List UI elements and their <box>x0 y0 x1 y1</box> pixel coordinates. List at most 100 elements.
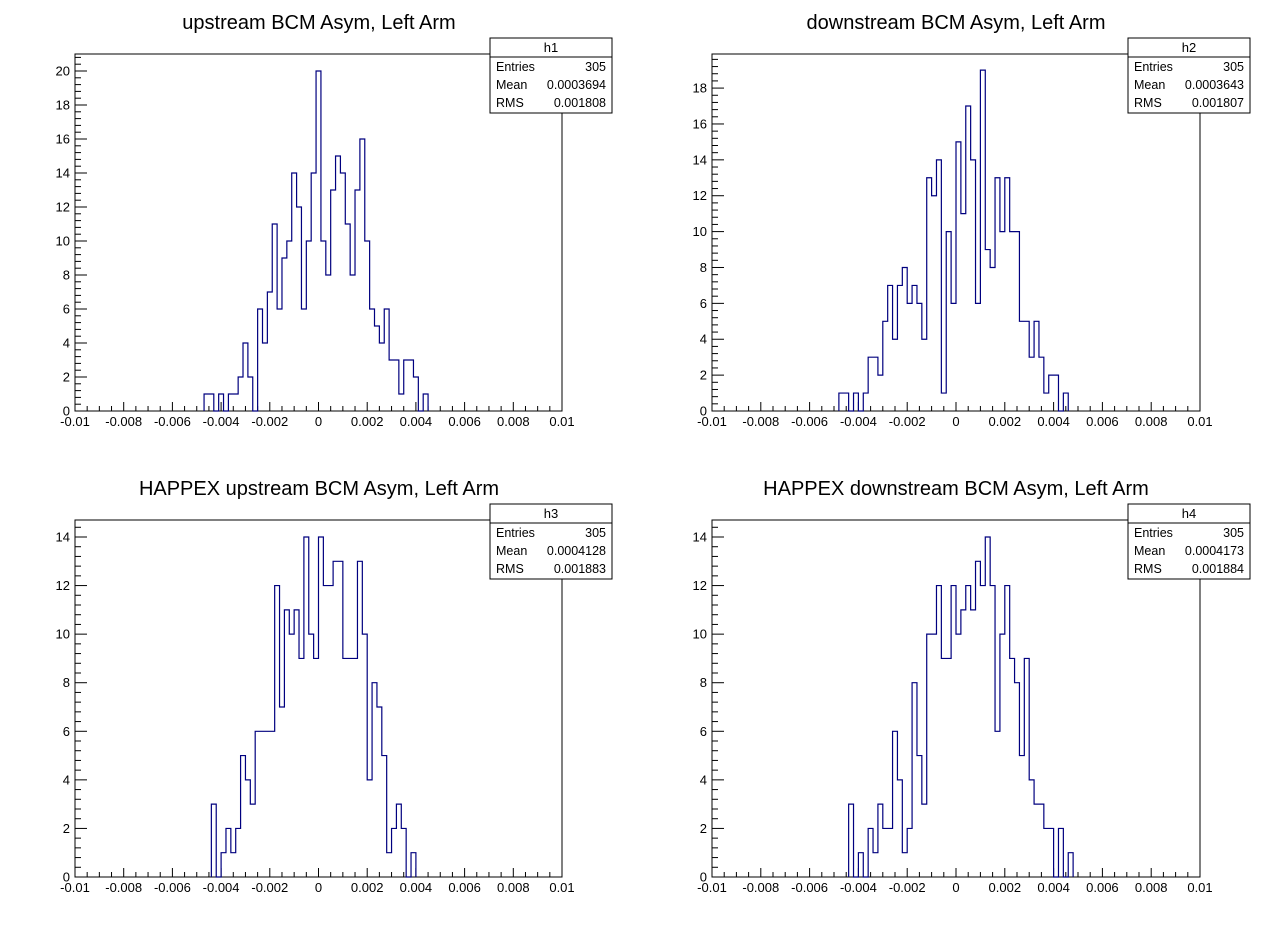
x-tick-label: -0.002 <box>251 414 288 429</box>
x-tick-label: -0.006 <box>791 880 828 895</box>
histogram-series <box>210 536 417 878</box>
histogram-panel-4: HAPPEX downstream BCM Asym, Left Arm -0.0… <box>693 478 1251 895</box>
y-tick-label: 12 <box>56 578 70 593</box>
histogram-series <box>203 70 429 412</box>
histogram-series <box>848 536 1074 878</box>
y-tick-label: 16 <box>693 116 707 131</box>
x-tick-label: 0.004 <box>1037 880 1070 895</box>
x-tick-label: 0.006 <box>1086 880 1119 895</box>
stats-box-name: h4 <box>1182 506 1196 521</box>
x-tick-label: -0.008 <box>742 880 779 895</box>
stats-value: 0.0003643 <box>1185 78 1244 92</box>
y-tick-label: 4 <box>63 772 70 787</box>
x-tick-label: -0.008 <box>105 414 142 429</box>
stats-box: h4 Entries 305 Mean 0.0004173 RMS 0.001884 <box>1127 503 1251 580</box>
y-tick-label: 2 <box>700 821 707 836</box>
x-tick-label: 0.004 <box>1037 414 1070 429</box>
x-tick-label: -0.006 <box>791 414 828 429</box>
stats-box-frame <box>1127 37 1251 114</box>
x-tick-label: -0.006 <box>154 880 191 895</box>
x-tick-label: 0.002 <box>989 880 1022 895</box>
x-tick-label: -0.002 <box>889 414 926 429</box>
y-tick-label: 10 <box>693 627 707 642</box>
y-tick-label: 4 <box>63 336 70 351</box>
stats-box: h1 Entries 305 Mean 0.0003694 RMS 0.001808 <box>489 37 613 114</box>
x-tick-label: -0.004 <box>203 414 240 429</box>
stats-value: 0.001883 <box>554 562 606 576</box>
y-tick-label: 6 <box>700 724 707 739</box>
x-tick-label: -0.004 <box>840 880 877 895</box>
x-tick-label: 0.002 <box>989 414 1022 429</box>
y-tick-label: 16 <box>56 132 70 147</box>
histogram-panel-1: upstream BCM Asym, Left Arm -0.01 -0.008 -0… <box>56 12 613 429</box>
stats-label: RMS <box>1134 96 1162 110</box>
stats-value: 305 <box>1223 60 1244 74</box>
x-tick-label: 0.01 <box>549 414 574 429</box>
stats-box-frame <box>489 503 613 580</box>
y-tick-label: 14 <box>693 530 707 545</box>
chart-title: downstream BCM Asym, Left Arm <box>807 12 1106 34</box>
x-tick-label: 0 <box>315 414 322 429</box>
y-tick-label: 4 <box>700 772 707 787</box>
x-tick-label: 0.01 <box>1187 414 1212 429</box>
y-tick-label: 2 <box>700 368 707 383</box>
y-tick-label: 2 <box>63 821 70 836</box>
y-tick-label: 8 <box>700 260 707 275</box>
x-tick-label: -0.01 <box>697 414 727 429</box>
y-tick-label: 0 <box>63 870 70 885</box>
x-tick-label: 0 <box>952 880 959 895</box>
x-tick-label: 0.004 <box>400 880 433 895</box>
x-tick-label: -0.006 <box>154 414 191 429</box>
y-tick-label: 0 <box>700 870 707 885</box>
y-tick-label: 18 <box>56 98 70 113</box>
y-tick-label: 18 <box>693 81 707 96</box>
histogram-panel-3: HAPPEX upstream BCM Asym, Left Arm -0.01 -… <box>56 478 613 895</box>
stats-value: 0.0004128 <box>547 544 606 558</box>
x-tick-label: -0.01 <box>60 880 90 895</box>
stats-value: 0.0004173 <box>1185 544 1244 558</box>
plot-frame <box>711 519 1201 878</box>
y-tick-label: 12 <box>693 188 707 203</box>
chart-title: upstream BCM Asym, Left Arm <box>182 12 455 34</box>
stats-label: Mean <box>1134 544 1165 558</box>
x-tick-label: 0.008 <box>497 880 530 895</box>
stats-value: 305 <box>585 60 606 74</box>
stats-label: RMS <box>496 96 524 110</box>
x-tick-label: 0.008 <box>1135 880 1168 895</box>
stats-box: h2 Entries 305 Mean 0.0003643 RMS 0.001807 <box>1127 37 1251 114</box>
y-tick-label: 2 <box>63 370 70 385</box>
stats-label: Mean <box>1134 78 1165 92</box>
x-tick-label: 0.004 <box>400 414 433 429</box>
stats-box-name: h1 <box>544 40 558 55</box>
y-tick-label: 8 <box>700 675 707 690</box>
stats-label: RMS <box>496 562 524 576</box>
stats-value: 0.001807 <box>1192 96 1244 110</box>
y-tick-label: 4 <box>700 332 707 347</box>
chart-title: HAPPEX upstream BCM Asym, Left Arm <box>139 478 499 500</box>
x-tick-label: 0.006 <box>448 414 481 429</box>
y-tick-label: 8 <box>63 268 70 283</box>
stats-box-name: h3 <box>544 506 558 521</box>
y-tick-label: 6 <box>700 296 707 311</box>
stats-value: 0.0003694 <box>547 78 606 92</box>
histogram-series <box>838 69 1069 412</box>
y-tick-label: 14 <box>693 152 707 167</box>
x-tick-label: 0.006 <box>448 880 481 895</box>
y-tick-label: 6 <box>63 302 70 317</box>
x-tick-label: -0.01 <box>697 880 727 895</box>
stats-value: 0.001884 <box>1192 562 1244 576</box>
x-tick-label: 0.01 <box>549 880 574 895</box>
x-tick-label: 0.002 <box>351 880 384 895</box>
x-tick-label: 0.002 <box>351 414 384 429</box>
stats-label: Entries <box>1134 526 1173 540</box>
y-tick-label: 10 <box>56 234 70 249</box>
y-tick-label: 0 <box>700 404 707 419</box>
x-tick-label: 0 <box>315 880 322 895</box>
x-tick-label: 0.008 <box>497 414 530 429</box>
stats-value: 305 <box>1223 526 1244 540</box>
stats-box-name: h2 <box>1182 40 1196 55</box>
histogram-panel-2: downstream BCM Asym, Left Arm -0.01 -0.008… <box>693 12 1251 429</box>
x-tick-label: -0.01 <box>60 414 90 429</box>
stats-value: 305 <box>585 526 606 540</box>
